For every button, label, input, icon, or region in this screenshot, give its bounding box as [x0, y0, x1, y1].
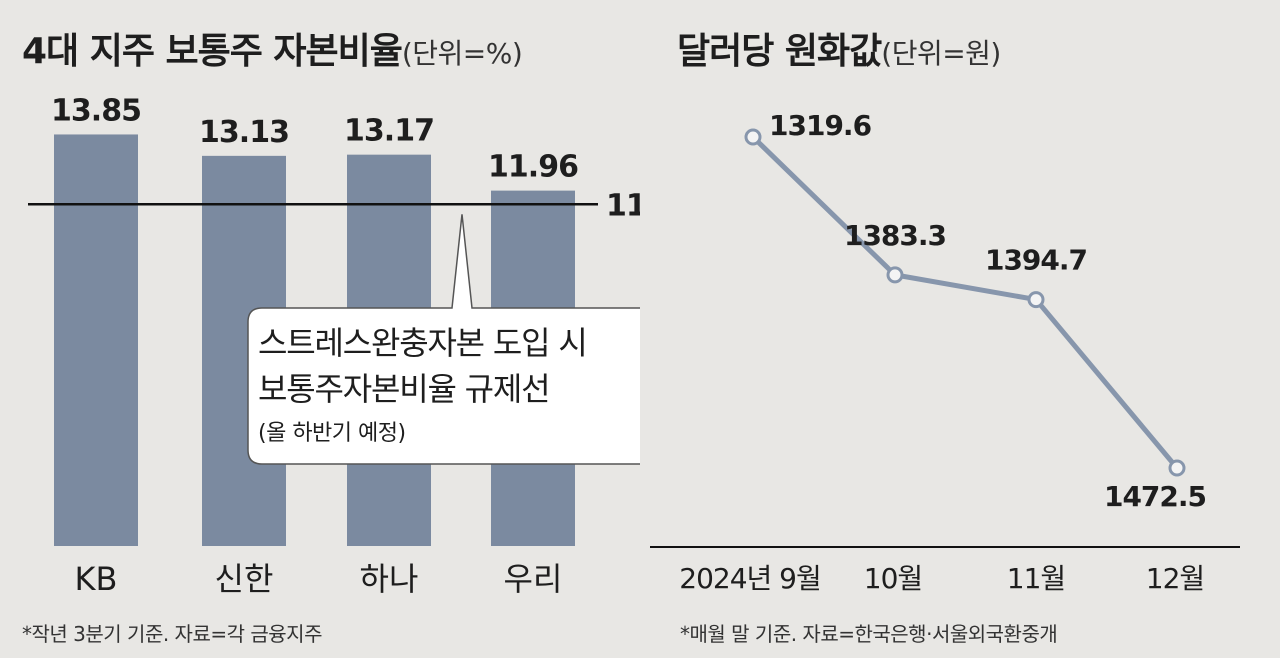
callout-box	[247, 214, 640, 465]
bar-value-label: 11.96	[488, 150, 578, 185]
exchange-rate-line-chart: 1319.6 1383.3 1394.7 1472.5 2024년 9월 10월 11월 12…	[650, 109, 1240, 595]
capital-ratio-bar-chart: 13.85 KB 13.13 신한 13.17 하나 11.96 우리 11.5 스트레스완충자본…	[28, 93, 640, 598]
exchange-rate-series-line	[751, 135, 1179, 470]
exchange-rate-title: 달러당 원화값(단위=원)	[677, 22, 1001, 74]
data-point-label: 1383.3	[844, 219, 946, 252]
bar-value-label: 13.13	[199, 115, 289, 150]
exchange-rate-panel: 달러당 원화값(단위=원) 1319.6 1383.3 1394.7 1472.5 20…	[640, 0, 1280, 658]
capital-ratio-title: 4대 지주 보통주 자본비율(단위=%)	[22, 22, 523, 74]
data-point	[886, 266, 904, 284]
exchange-rate-title-text: 달러당 원화값	[677, 31, 882, 72]
bar-1	[54, 134, 138, 546]
data-point-label: 1394.7	[985, 244, 1087, 277]
callout-line-1: 스트레스완충자본 도입 시	[258, 324, 587, 362]
x-tick-label: 2024년 9월	[679, 562, 821, 595]
x-tick-label: 10월	[864, 562, 922, 595]
bar-value-label: 13.17	[344, 114, 434, 149]
capital-ratio-footnote: *작년 3분기 기준. 자료=각 금융지주	[22, 622, 322, 646]
capital-ratio-title-text: 4대 지주 보통주 자본비율	[22, 31, 403, 72]
reference-line-label: 11.5	[606, 188, 640, 223]
bar-category-label: 신한	[215, 560, 274, 598]
callout-line-3: (올 하반기 예정)	[258, 421, 406, 446]
bar-category-label: 우리	[504, 560, 563, 598]
x-tick-label: 11월	[1007, 562, 1065, 595]
capital-ratio-panel: 4대 지주 보통주 자본비율(단위=%) 13.85 KB 13.13 신한 13.17…	[22, 22, 640, 646]
data-point	[1027, 291, 1045, 309]
bar-category-label: 하나	[360, 560, 419, 598]
exchange-rate-unit: (단위=원)	[881, 37, 1001, 70]
x-tick-label: 12월	[1146, 562, 1204, 595]
capital-ratio-unit: (단위=%)	[401, 37, 523, 70]
bar-value-label: 13.85	[51, 93, 141, 128]
exchange-rate-footnote: *매월 말 기준. 자료=한국은행·서울외국환중개	[680, 622, 1058, 646]
data-point-label: 1319.6	[769, 109, 871, 142]
bar-category-label: KB	[75, 560, 118, 598]
data-point	[744, 128, 762, 146]
data-point-label: 1472.5	[1104, 480, 1206, 513]
data-point	[1168, 459, 1186, 477]
callout-line-2: 보통주자본비율 규제선	[258, 370, 549, 408]
